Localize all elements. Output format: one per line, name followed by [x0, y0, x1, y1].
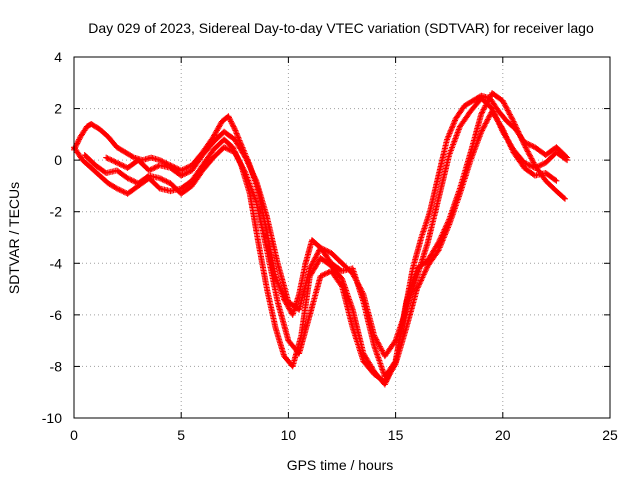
chart-title: Day 029 of 2023, Sidereal Day-to-day VTE…: [88, 20, 594, 36]
data-point-markers: [81, 108, 560, 385]
data-point-markers: [71, 90, 568, 388]
x-tick-label: 5: [177, 427, 185, 443]
data-point-markers: [103, 95, 571, 360]
x-tick-label: 25: [602, 427, 618, 443]
series-track-4: [103, 95, 571, 360]
grid: [74, 57, 610, 418]
series-track-1: [71, 92, 571, 380]
axis-ticks: 0 5 10 15 20 25 -10 -8 -6 -4 -2 0 2 4: [42, 49, 618, 443]
y-tick-label: -4: [50, 255, 63, 271]
data-point-markers: [71, 92, 571, 380]
y-tick-label: -6: [50, 307, 63, 323]
series-track-3: [81, 108, 560, 385]
x-axis-label: GPS time / hours: [287, 457, 394, 473]
x-tick-label: 15: [388, 427, 404, 443]
y-tick-label: 4: [54, 49, 62, 65]
plot-frame: [73, 56, 611, 419]
x-tick-label: 20: [495, 427, 511, 443]
series-track-2: [71, 90, 568, 388]
y-tick-label: 2: [54, 101, 62, 117]
y-tick-label: -8: [50, 358, 63, 374]
x-tick-label: 0: [70, 427, 78, 443]
x-tick-label: 10: [281, 427, 297, 443]
y-tick-label: -2: [50, 204, 63, 220]
y-tick-label: -10: [42, 410, 62, 426]
y-axis-label: SDTVAR / TECUs: [6, 182, 22, 294]
y-tick-label: 0: [54, 152, 62, 168]
data-series: [71, 90, 571, 388]
